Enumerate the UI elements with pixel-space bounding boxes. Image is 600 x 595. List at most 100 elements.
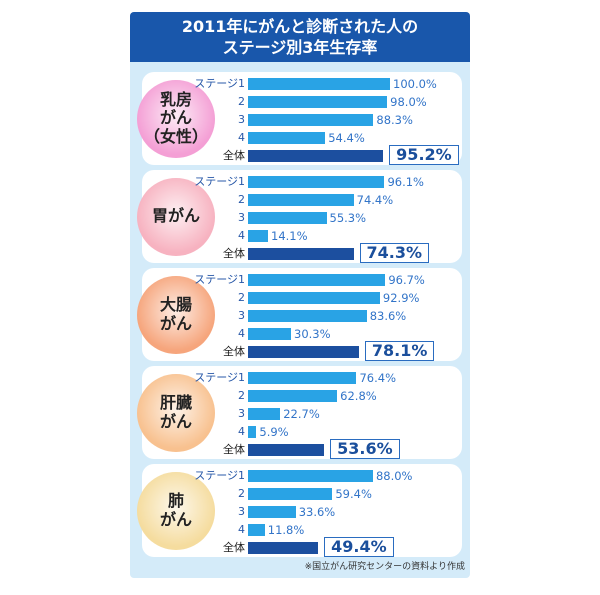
source-note: ※国立がん研究センターの資料より作成: [304, 562, 465, 572]
stage-label: 2: [238, 291, 245, 304]
total-value-label: 74.3%: [359, 243, 430, 263]
total-label: 全体: [223, 541, 245, 554]
total-value-label: 49.4%: [324, 537, 394, 557]
stage-bar: [248, 506, 296, 518]
stage-row: 2 59.4%: [142, 485, 462, 503]
stage-label: ステージ1: [194, 469, 245, 482]
stage-label: 2: [238, 193, 245, 206]
chart-panel: 2011年にがんと診断された人の ステージ別3年生存率 乳房 がん （女性） ステ…: [130, 12, 470, 578]
value-label: 54.4%: [328, 131, 365, 145]
total-label: 全体: [223, 247, 245, 260]
stage-label: 3: [238, 113, 245, 126]
total-bar: [248, 444, 325, 456]
cancer-type-label: 肝臓 がん: [159, 393, 192, 431]
stage-label: ステージ1: [194, 175, 245, 188]
total-row: 全体 78.1%: [142, 341, 462, 361]
stage-label: 4: [238, 229, 245, 242]
stage-bar: [248, 310, 367, 322]
stage-row: 4 54.4%: [142, 129, 462, 147]
stage-label: 3: [238, 309, 245, 322]
value-label: 96.7%: [388, 273, 425, 287]
stage-row: 3 22.7%: [142, 405, 462, 423]
stage-row: 4 5.9%: [142, 423, 462, 441]
stage-label: 2: [238, 95, 245, 108]
stage-label: 4: [238, 425, 245, 438]
total-bar: [248, 542, 319, 554]
stage-row: ステージ1 88.0%: [142, 467, 462, 485]
total-bar: [248, 150, 384, 162]
stage-bar: [248, 132, 326, 144]
total-row: 全体 74.3%: [142, 243, 462, 263]
stage-bar: [248, 114, 374, 126]
stage-bar: [248, 176, 385, 188]
value-label: 59.4%: [335, 487, 372, 501]
stage-bar: [248, 470, 373, 482]
stage-row: 4 14.1%: [142, 227, 462, 245]
stage-bar: [248, 274, 386, 286]
stage-bar: [248, 488, 333, 500]
value-label: 5.9%: [259, 425, 289, 439]
cancer-group-4: 肺 がん ステージ1 88.0% 2 59.4% 3 33.6% 4 11.8% 全体 49.4%: [137, 464, 462, 557]
value-label: 30.3%: [294, 327, 331, 341]
value-label: 11.8%: [267, 523, 305, 537]
cancer-type-badge: 大腸 がん: [137, 275, 215, 354]
cancer-type-badge: 肺 がん: [137, 471, 215, 550]
stage-label: 4: [238, 327, 245, 340]
stage-bar: [248, 372, 357, 384]
stage-label: ステージ1: [194, 371, 245, 384]
total-value-label: 95.2%: [389, 145, 459, 165]
value-label: 22.7%: [283, 407, 320, 421]
value-label: 98.0%: [390, 95, 427, 109]
cancer-group-2: 大腸 がん ステージ1 96.7% 2 92.9% 3 83.6% 4 30.3% 全体 78.1%: [137, 268, 462, 361]
cancer-group-3: 肝臓 がん ステージ1 76.4% 2 62.8% 3 22.7% 4 5.9% 全体 53.6%: [137, 366, 462, 459]
stage-label: 3: [238, 211, 245, 224]
stage-label: 3: [238, 505, 245, 518]
stage-bar: [248, 96, 388, 108]
total-label: 全体: [223, 443, 245, 456]
stage-row: ステージ1 76.4%: [142, 369, 462, 387]
stage-label: 4: [238, 131, 245, 144]
stage-bar: [248, 328, 292, 340]
stage-bar: [248, 390, 338, 402]
value-label: 14.1%: [271, 229, 308, 243]
chart-body: 乳房 がん （女性） ステージ1 100.0% 2 98.0% 3 88.3% 4 54.4% 全…: [130, 12, 470, 578]
stage-bar: [248, 524, 265, 536]
stage-label: ステージ1: [194, 273, 245, 286]
stage-bar: [248, 426, 257, 438]
cancer-type-label: 胃がん: [151, 206, 200, 226]
stage-row: 4 30.3%: [142, 325, 462, 343]
stage-bar: [248, 194, 354, 206]
stage-row: 2 92.9%: [142, 289, 462, 307]
total-label: 全体: [223, 149, 245, 162]
stage-label: ステージ1: [194, 77, 245, 90]
stage-row: 3 88.3%: [142, 111, 462, 129]
total-bar: [248, 346, 359, 358]
total-bar: [248, 248, 354, 260]
stage-row: ステージ1 100.0%: [142, 75, 462, 93]
stage-row: 3 55.3%: [142, 209, 462, 227]
stage-bar: [248, 78, 390, 90]
value-label: 74.4%: [356, 193, 394, 207]
value-label: 62.8%: [340, 389, 377, 403]
value-label: 92.9%: [382, 291, 420, 305]
value-label: 76.4%: [359, 371, 397, 385]
stage-bar: [248, 408, 281, 420]
cancer-group-0: 乳房 がん （女性） ステージ1 100.0% 2 98.0% 3 88.3% 4 54.4% 全…: [137, 72, 462, 165]
stage-bar: [248, 230, 269, 242]
stage-bar: [248, 292, 380, 304]
value-label: 33.6%: [298, 505, 336, 519]
stage-label: 2: [238, 389, 245, 402]
value-label: 83.6%: [369, 309, 407, 323]
value-label: 96.1%: [387, 175, 424, 189]
total-label: 全体: [223, 345, 245, 358]
stage-label: 2: [238, 487, 245, 500]
stage-row: 3 83.6%: [142, 307, 462, 325]
chart-title: 2011年にがんと診断された人の ステージ別3年生存率: [130, 12, 470, 62]
stage-row: 4 11.8%: [142, 521, 462, 539]
stage-row: ステージ1 96.1%: [142, 173, 462, 191]
value-label: 88.0%: [375, 469, 413, 483]
cancer-type-badge: 肝臓 がん: [137, 373, 215, 452]
total-row: 全体 95.2%: [142, 145, 462, 165]
stage-row: 2 62.8%: [142, 387, 462, 405]
